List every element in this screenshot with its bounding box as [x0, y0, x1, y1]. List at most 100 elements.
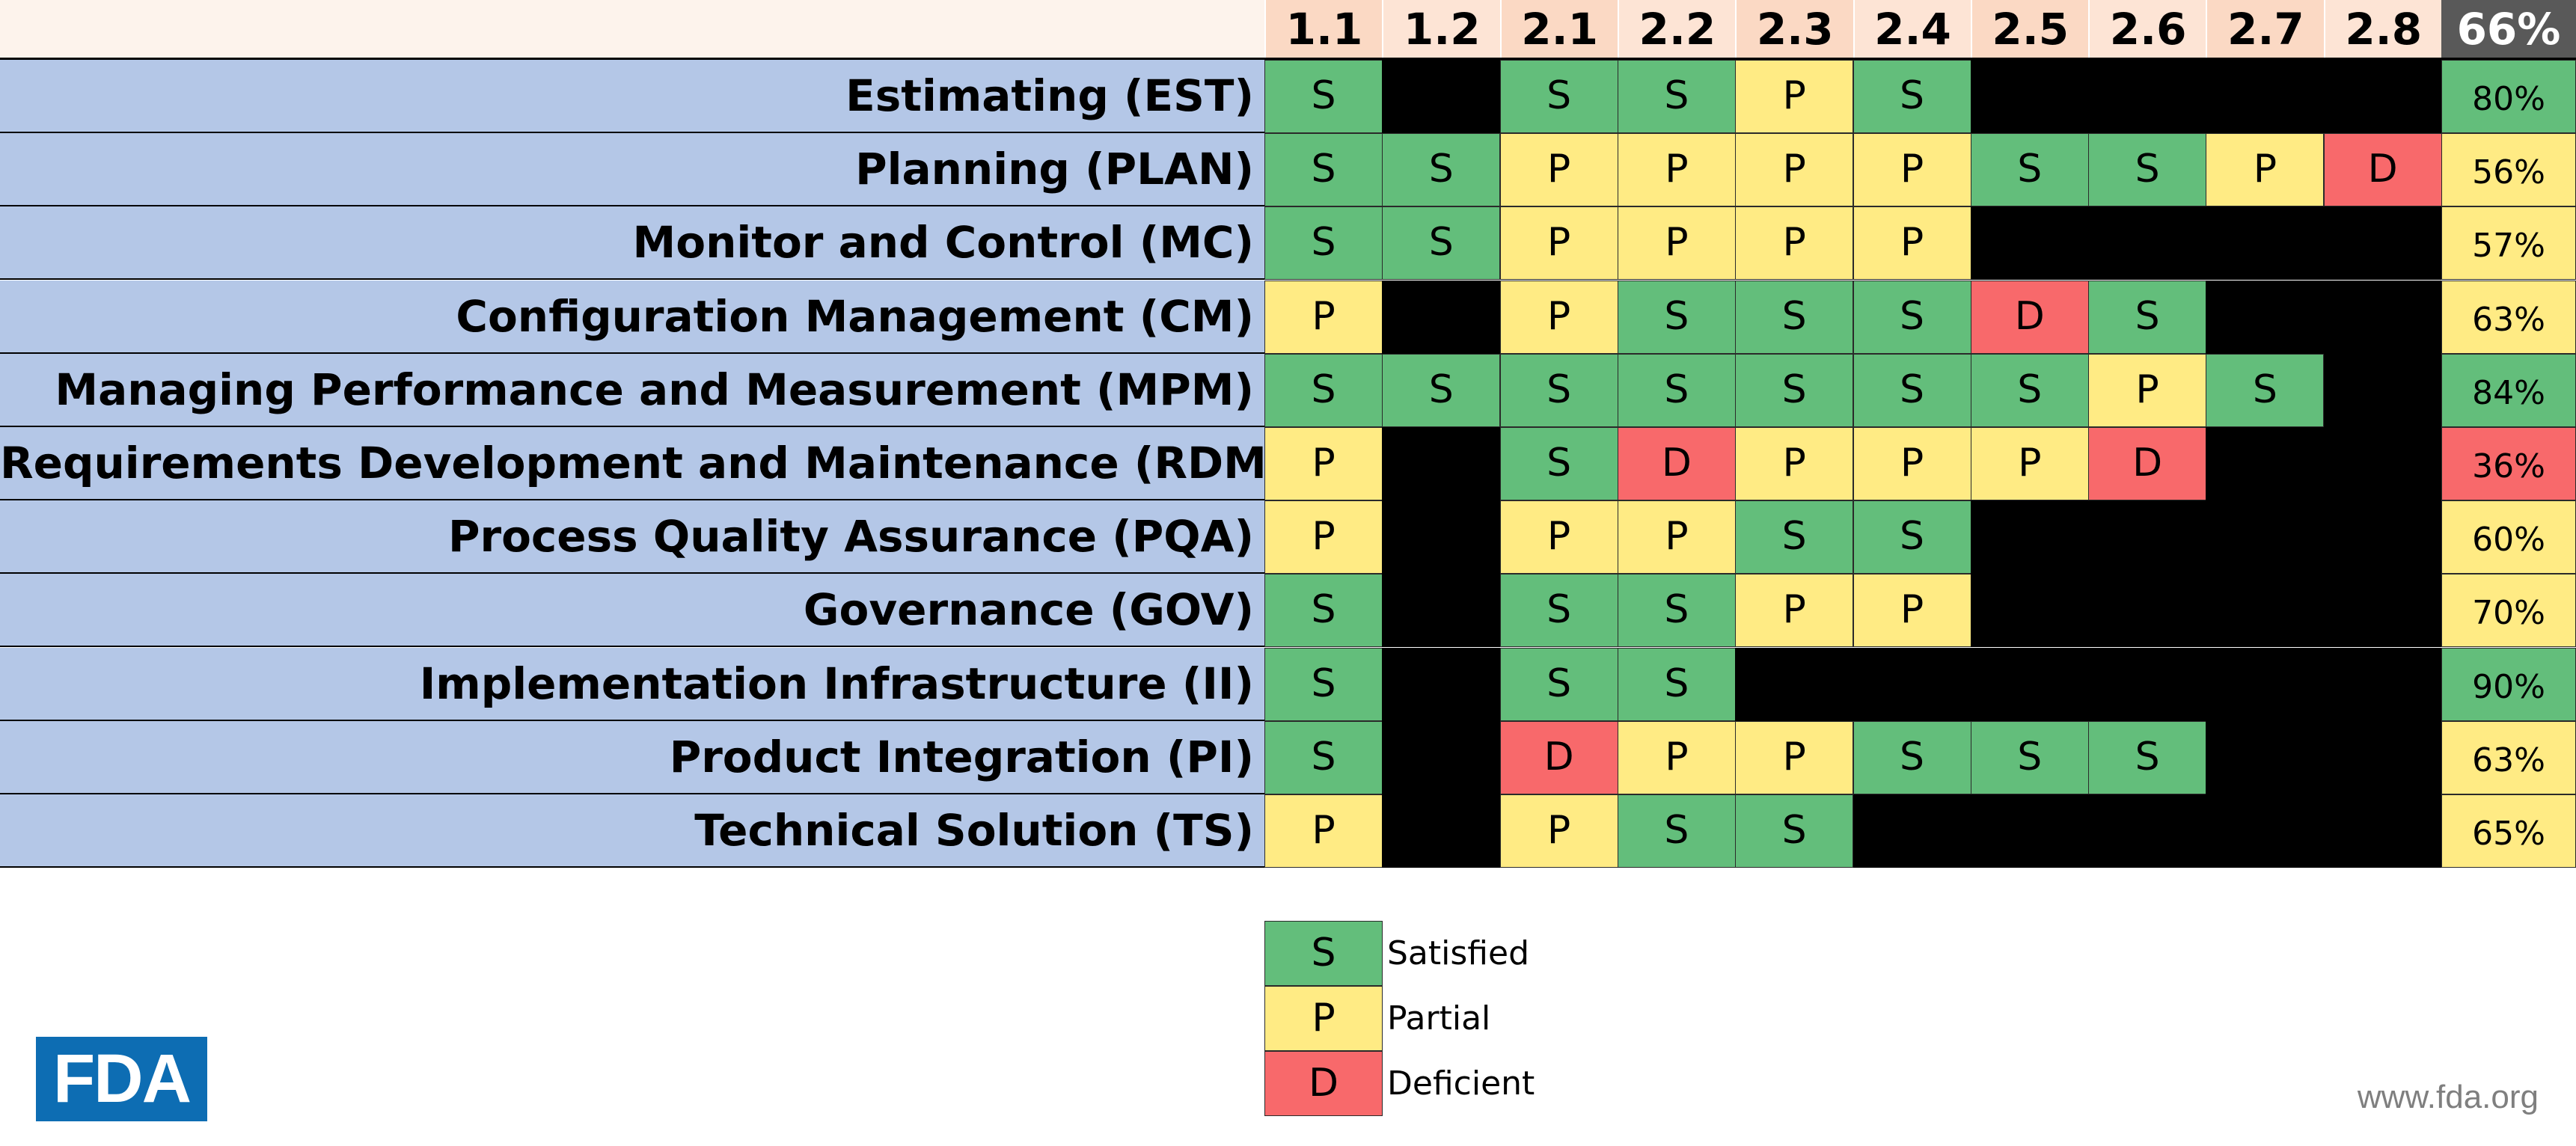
rating-cell: S: [1382, 133, 1501, 207]
legend-item: D Deficient: [1264, 1051, 1713, 1116]
rating-cell: S: [1970, 133, 2089, 207]
rating-cell: S: [1853, 500, 1971, 574]
rating-cell: S: [1735, 280, 1854, 354]
legend-item: P Partial: [1264, 986, 1713, 1051]
column-header: 1.2: [1382, 0, 1501, 59]
table-header-row: 1.1 1.2 2.1 2.2 2.3 2.4 2.5 2.6 2.7 2.8 66%: [0, 0, 2576, 61]
rating-cell: D: [2323, 133, 2442, 207]
process-area-label: Monitor and Control (MC): [0, 206, 1264, 281]
not-applicable-cell: [2323, 720, 2442, 794]
rating-cell: S: [1264, 60, 1383, 133]
row-percent: 70%: [2441, 574, 2576, 648]
rating-cell: S: [1499, 60, 1618, 133]
not-applicable-cell: [2088, 574, 2207, 648]
not-applicable-cell: [2323, 427, 2442, 500]
rating-cell: P: [2088, 353, 2207, 427]
rating-cell: P: [1264, 427, 1383, 500]
not-applicable-cell: [1735, 647, 1854, 721]
not-applicable-cell: [2323, 353, 2442, 427]
rating-cell: P: [1617, 720, 1736, 794]
legend-label: Deficient: [1387, 1064, 1535, 1103]
legend-swatch: D: [1264, 1051, 1383, 1116]
rating-cell: P: [1264, 280, 1383, 354]
not-applicable-cell: [2323, 60, 2442, 133]
header-divider: [0, 58, 2576, 61]
rating-cell: S: [1617, 280, 1736, 354]
legend-label: Partial: [1387, 999, 1491, 1038]
table-row: Managing Performance and Measurement (MP…: [0, 353, 2576, 427]
column-header: 2.8: [2323, 0, 2442, 59]
row-percent: 65%: [2441, 794, 2576, 868]
process-area-label: Requirements Development and Maintenance…: [0, 427, 1286, 500]
row-percent: 84%: [2441, 353, 2576, 427]
rating-cell: P: [1735, 206, 1854, 281]
table-row: Configuration Management (CM) P P S S S D S 63%: [0, 280, 2576, 354]
not-applicable-cell: [2088, 206, 2207, 281]
table-row: Product Integration (PI) S D P P S S S 63%: [0, 720, 2576, 794]
rating-cell: S: [1735, 353, 1854, 427]
not-applicable-cell: [1382, 280, 1501, 354]
process-area-label: Process Quality Assurance (PQA): [0, 500, 1264, 574]
rating-cell: P: [1735, 60, 1854, 133]
rating-cell: S: [1499, 574, 1618, 648]
rating-cell: S: [1499, 427, 1618, 500]
table-row: Process Quality Assurance (PQA) P P P S S 60%: [0, 500, 2576, 574]
rating-cell: P: [1499, 280, 1618, 354]
process-area-label: Planning (PLAN): [0, 133, 1264, 207]
not-applicable-cell: [1970, 574, 2089, 648]
not-applicable-cell: [1970, 60, 2089, 133]
not-applicable-cell: [2088, 60, 2207, 133]
row-percent: 63%: [2441, 720, 2576, 794]
rating-cell: S: [1264, 574, 1383, 648]
not-applicable-cell: [2206, 427, 2325, 500]
rating-cell: P: [1853, 133, 1971, 207]
rating-cell: S: [1853, 353, 1971, 427]
rating-cell: S: [1264, 647, 1383, 721]
not-applicable-cell: [2323, 280, 2442, 354]
rating-cell: P: [1617, 133, 1736, 207]
not-applicable-cell: [2206, 500, 2325, 574]
not-applicable-cell: [2323, 500, 2442, 574]
rating-cell: P: [1735, 427, 1854, 500]
rating-cell: P: [1617, 206, 1736, 281]
process-area-label: Governance (GOV): [0, 574, 1264, 648]
not-applicable-cell: [2323, 794, 2442, 868]
process-area-label: Implementation Infrastructure (II): [0, 647, 1264, 721]
rating-cell: S: [1853, 280, 1971, 354]
rating-cell: S: [1735, 794, 1854, 868]
legend-item: S Satisfied: [1264, 921, 1713, 986]
column-header: 2.3: [1735, 0, 1854, 59]
rating-cell: S: [1617, 574, 1736, 648]
rating-cell: S: [1617, 647, 1736, 721]
row-percent: 80%: [2441, 60, 2576, 133]
rating-cell: S: [1617, 794, 1736, 868]
not-applicable-cell: [1970, 647, 2089, 721]
table-row: Governance (GOV) S S S P P 70%: [0, 574, 2576, 648]
table-row: Estimating (EST) S S S P S 80%: [0, 60, 2576, 133]
rating-cell: P: [1264, 794, 1383, 868]
rating-cell: P: [1499, 133, 1618, 207]
overall-percent: 66%: [2441, 0, 2576, 59]
legend-label: Satisfied: [1387, 934, 1530, 972]
rating-cell: S: [2088, 720, 2207, 794]
table-row: Monitor and Control (MC) S S P P P P 57%: [0, 206, 2576, 281]
column-header: 2.6: [2088, 0, 2207, 59]
rating-cell: D: [1617, 427, 1736, 500]
table-row: Technical Solution (TS) P P S S 65%: [0, 794, 2576, 868]
row-percent: 90%: [2441, 647, 2576, 721]
not-applicable-cell: [1382, 500, 1501, 574]
not-applicable-cell: [1382, 794, 1501, 868]
process-area-label: Managing Performance and Measurement (MP…: [0, 353, 1264, 427]
column-header: 2.2: [1617, 0, 1736, 59]
rating-cell: S: [1617, 353, 1736, 427]
table-row: Planning (PLAN) S S P P P P S S P D 56%: [0, 133, 2576, 207]
rating-cell: S: [1735, 500, 1854, 574]
rating-cell: S: [1264, 206, 1383, 281]
rating-cell: P: [2206, 133, 2325, 207]
legend-swatch: P: [1264, 986, 1383, 1051]
not-applicable-cell: [2206, 280, 2325, 354]
rating-cell: S: [1264, 353, 1383, 427]
rating-cell: S: [1970, 720, 2089, 794]
rating-cell: P: [1499, 500, 1618, 574]
not-applicable-cell: [1970, 206, 2089, 281]
